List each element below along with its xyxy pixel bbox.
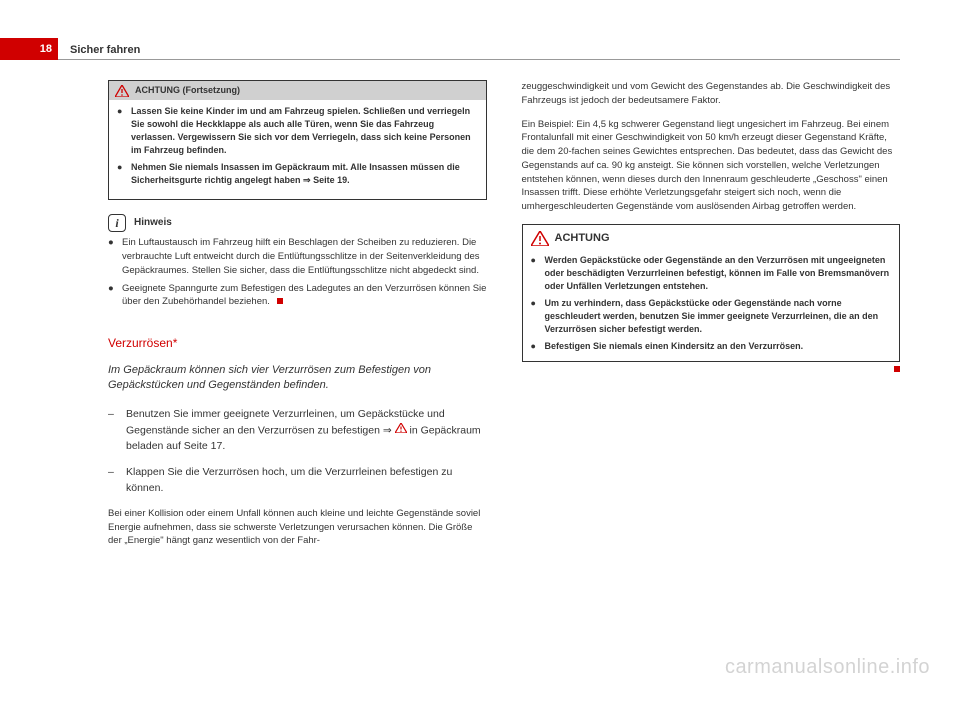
achtung-bullet: ● Um zu verhindern, dass Gepäckstücke od… (531, 297, 892, 336)
paragraph: Bei einer Kollision oder einem Unfall kö… (108, 507, 487, 548)
achtung-box-continued: ACHTUNG (Fortsetzung) ● Lassen Sie keine… (108, 80, 487, 200)
hinweis-header: i Hinweis (108, 214, 487, 232)
bullet-dot: ● (117, 105, 131, 157)
section-end-mark (894, 366, 900, 372)
header-title: Sicher fahren (70, 44, 140, 56)
achtung-text: Werden Gepäckstücke oder Gegenstände an … (545, 254, 892, 293)
achtung-bullet: ● Befestigen Sie niemals einen Kindersit… (531, 340, 892, 353)
hinweis-bullet: ● Ein Luftaustausch im Fahrzeug hilft ei… (108, 236, 487, 277)
content-area: ACHTUNG (Fortsetzung) ● Lassen Sie keine… (108, 80, 900, 558)
achtung-header-text: ACHTUNG (555, 231, 610, 247)
hinweis-text-wrap: Geeignete Spanngurte zum Befestigen des … (122, 282, 487, 310)
section-subtitle: Im Gepäckraum können sich vier Verzurrös… (108, 363, 487, 394)
header-rule (58, 59, 900, 60)
dash-marker: – (108, 407, 126, 455)
dash-list-item: – Benutzen Sie immer geeignete Verzurrle… (108, 407, 487, 455)
dash-marker: – (108, 465, 126, 497)
achtung-bullet: ● Werden Gepäckstücke oder Gegenstände a… (531, 254, 892, 293)
paragraph: zeuggeschwindigkeit und vom Gewicht des … (522, 80, 901, 108)
achtung-body: ● Werden Gepäckstücke oder Gegenstände a… (523, 249, 900, 361)
achtung-header: ACHTUNG (Fortsetzung) (109, 81, 486, 100)
achtung-text: Lassen Sie keine Kinder im und am Fahrze… (131, 105, 478, 157)
achtung-header: ACHTUNG (523, 225, 900, 249)
achtung-bullet: ● Lassen Sie keine Kinder im und am Fahr… (117, 105, 478, 157)
warning-triangle-icon (531, 231, 549, 246)
warning-triangle-icon (395, 423, 407, 439)
page-number-tab: 18 (0, 38, 58, 60)
left-column: ACHTUNG (Fortsetzung) ● Lassen Sie keine… (108, 80, 487, 558)
bullet-dot: ● (108, 282, 122, 296)
achtung-text: Nehmen Sie niemals Insassen im Gepäckrau… (131, 161, 478, 187)
achtung-block: ACHTUNG ● Werden Gepäckstücke oder Gegen… (522, 224, 901, 362)
achtung-text: Um zu verhindern, dass Gepäckstücke oder… (545, 297, 892, 336)
info-icon: i (108, 214, 126, 232)
bullet-dot: ● (117, 161, 131, 187)
hinweis-label: Hinweis (134, 216, 172, 231)
warning-triangle-icon (115, 85, 129, 97)
achtung-body: ● Lassen Sie keine Kinder im und am Fahr… (109, 100, 486, 199)
hinweis-bullet: ● Geeignete Spanngurte zum Befestigen de… (108, 282, 487, 310)
section-title: Verzurrösen* (108, 335, 487, 352)
achtung-text: Befestigen Sie niemals einen Kindersitz … (545, 340, 804, 353)
watermark: carmanualsonline.info (725, 656, 930, 679)
bullet-dot: ● (531, 254, 545, 293)
bullet-dot: ● (108, 236, 122, 277)
achtung-box: ACHTUNG ● Werden Gepäckstücke oder Gegen… (522, 224, 901, 362)
dash-list-item: – Klappen Sie die Verzurrösen hoch, um d… (108, 465, 487, 497)
hinweis-text: Geeignete Spanngurte zum Befestigen des … (122, 283, 486, 308)
hinweis-text: Ein Luftaustausch im Fahrzeug hilft ein … (122, 236, 487, 277)
achtung-header-text: ACHTUNG (Fortsetzung) (135, 84, 240, 97)
bullet-dot: ● (531, 340, 545, 353)
paragraph: Ein Beispiel: Ein 4,5 kg schwerer Gegens… (522, 118, 901, 214)
dash-text-wrap: Benutzen Sie immer geeignete Verzurrlein… (126, 407, 487, 455)
bullet-dot: ● (531, 297, 545, 336)
right-column: zeuggeschwindigkeit und vom Gewicht des … (522, 80, 901, 558)
achtung-bullet: ● Nehmen Sie niemals Insassen im Gepäckr… (117, 161, 478, 187)
dash-text: Klappen Sie die Verzurrösen hoch, um die… (126, 465, 487, 497)
section-end-mark (277, 298, 283, 304)
